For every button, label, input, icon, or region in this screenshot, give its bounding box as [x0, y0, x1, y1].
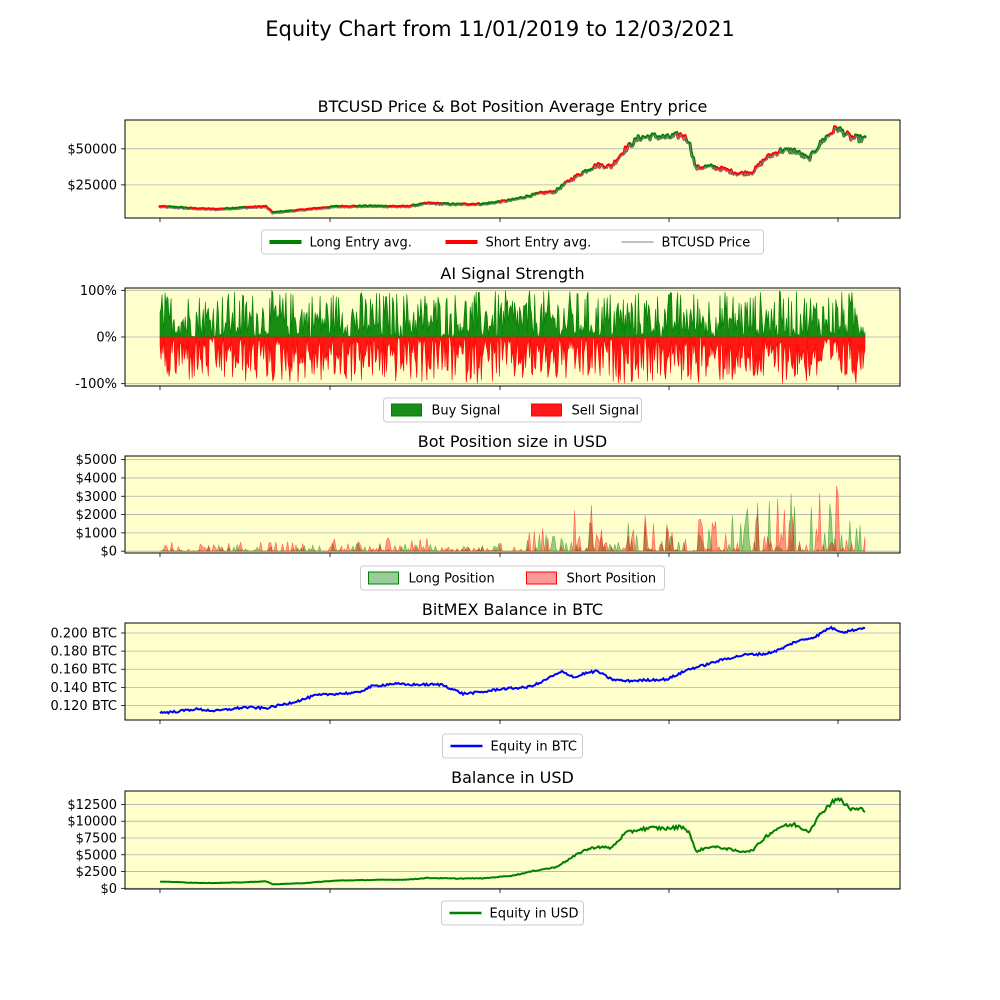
plot-area-0	[125, 120, 900, 218]
ytick-label-2-5: $5000	[76, 453, 117, 468]
legend-label-3-0: Equity in BTC	[491, 740, 577, 755]
plot-border-1	[124, 287, 901, 387]
legend-1: Buy Signal Sell Signal	[383, 397, 642, 423]
short-position-area	[159, 485, 866, 553]
legend-label-1-0: Buy Signal	[432, 404, 501, 419]
ytick-label-4-3: $7500	[76, 831, 117, 846]
plot-area-4	[125, 791, 900, 889]
legend-label-2-0: Long Position	[409, 572, 495, 587]
ytick-label-0-0: $25000	[67, 178, 117, 193]
ytick-label-4-0: $0	[100, 882, 117, 897]
btcusd-price-line	[159, 127, 866, 215]
ytick-label-3-2: 0.160 BTC	[50, 663, 117, 678]
plot-border-2	[124, 455, 901, 554]
plot-border-0	[124, 119, 901, 219]
ytick-label-2-3: $3000	[76, 490, 117, 505]
ytick-label-3-1: 0.140 BTC	[50, 681, 117, 696]
legend-0: Long Entry avg. Short Entry avg. BTCUSD Pr…	[261, 229, 764, 255]
ytick-label-4-2: $5000	[76, 848, 117, 863]
buy-signal-area	[159, 289, 866, 339]
ytick-label-2-1: $1000	[76, 526, 117, 541]
ytick-label-1-2: -100%	[75, 377, 117, 392]
ytick-label-4-1: $2500	[76, 865, 117, 880]
legend-label-0-2: BTCUSD Price	[662, 236, 751, 251]
plot-border-3	[124, 622, 901, 721]
ytick-label-4-5: $12500	[67, 798, 117, 813]
ytick-label-2-4: $4000	[76, 471, 117, 486]
legend-box-2	[360, 565, 665, 591]
ytick-label-1-1: 0%	[96, 331, 117, 346]
panel-title-0: BTCUSD Price & Bot Position Average Entr…	[318, 97, 708, 116]
legend-box-0	[261, 229, 764, 255]
ytick-label-3-0: 0.120 BTC	[50, 699, 117, 714]
legend-swatch-1-1	[531, 403, 562, 417]
legend-box-3	[442, 733, 583, 759]
legend-4: Equity in USD	[441, 900, 584, 926]
legend-swatch-2-1	[526, 571, 557, 585]
legend-label-4-0: Equity in USD	[490, 907, 579, 922]
ytick-label-3-3: 0.180 BTC	[50, 645, 117, 660]
legend-label-0-0: Long Entry avg.	[310, 236, 412, 251]
legend-label-2-1: Short Position	[567, 572, 657, 587]
plot-border-4	[124, 790, 901, 890]
ytick-label-0-1: $50000	[67, 142, 117, 157]
ytick-label-4-4: $10000	[67, 815, 117, 830]
legend-swatch-2-0	[368, 571, 399, 585]
plot-area-2	[125, 456, 900, 553]
panel-title-4: Balance in USD	[451, 768, 574, 787]
chart-panels: $25000 $50000 BTCUSD Price & Bot Position …	[50, 97, 901, 926]
legend-box-1	[383, 397, 642, 423]
equity-usd-line	[159, 796, 866, 886]
ytick-label-1-0: 100%	[80, 284, 117, 299]
equity-btc-line	[159, 625, 866, 715]
legend-label-1-1: Sell Signal	[572, 404, 640, 419]
ytick-label-2-0: $0	[100, 545, 117, 560]
panel-title-3: BitMEX Balance in BTC	[422, 600, 603, 619]
panel-title-2: Bot Position size in USD	[418, 432, 607, 451]
legend-box-4	[441, 900, 584, 926]
ytick-label-2-2: $2000	[76, 508, 117, 523]
legend-2: Long Position Short Position	[360, 565, 665, 591]
sell-signal-area	[159, 336, 866, 384]
legend-3: Equity in BTC	[442, 733, 583, 759]
ytick-label-3-4: 0.200 BTC	[50, 626, 117, 641]
legend-swatch-1-0	[391, 403, 422, 417]
panel-title-1: AI Signal Strength	[440, 264, 584, 283]
plot-area-3	[125, 623, 900, 720]
legend-label-0-1: Short Entry avg.	[486, 236, 592, 251]
figure-title: Equity Chart from 11/01/2019 to 12/03/20…	[265, 17, 735, 41]
